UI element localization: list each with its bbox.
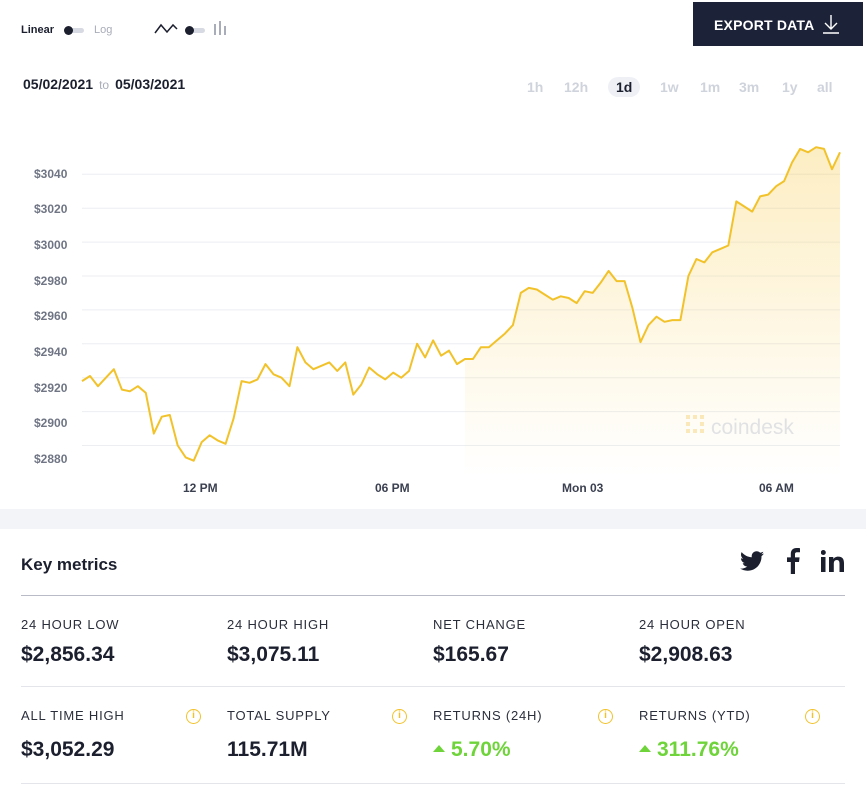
range-1d-button[interactable]: 1d bbox=[608, 77, 641, 97]
line-chart-icon[interactable] bbox=[154, 22, 178, 36]
candlestick-icon[interactable] bbox=[213, 21, 227, 36]
twitter-icon[interactable] bbox=[740, 550, 766, 572]
range-1m-button[interactable]: 1m bbox=[700, 79, 721, 95]
metric-net-change-label: NET CHANGE bbox=[433, 617, 526, 632]
info-icon[interactable]: i bbox=[186, 709, 201, 724]
metric-all-time-high-label: ALL TIME HIGH bbox=[21, 708, 125, 723]
price-chart: coindesk bbox=[81, 146, 841, 476]
row-divider bbox=[21, 686, 845, 687]
range-1h-button[interactable]: 1h bbox=[527, 79, 544, 95]
metric-24h-high-label: 24 HOUR HIGH bbox=[227, 617, 330, 632]
range-1y-button[interactable]: 1y bbox=[782, 79, 798, 95]
info-icon[interactable]: i bbox=[805, 709, 820, 724]
chart-type-toggle-knob[interactable] bbox=[185, 26, 194, 35]
facebook-icon[interactable] bbox=[786, 548, 800, 574]
metric-returns-ytd-label: RETURNS (YTD) bbox=[639, 708, 751, 723]
metric-returns-24h-label: RETURNS (24H) bbox=[433, 708, 543, 723]
y-tick-label: $2880 bbox=[34, 452, 68, 466]
y-tick-label: $2940 bbox=[34, 345, 68, 359]
x-tick-label: 12 PM bbox=[183, 481, 218, 495]
key-metrics-title: Key metrics bbox=[21, 555, 118, 574]
scale-log-label[interactable]: Log bbox=[94, 24, 113, 36]
range-1w-button[interactable]: 1w bbox=[660, 79, 679, 95]
export-data-button[interactable]: EXPORT DATA bbox=[693, 2, 863, 46]
chart-type-toggle[interactable] bbox=[186, 28, 205, 33]
metric-returns-ytd-value: 311.76% bbox=[657, 738, 739, 761]
date-to-word: to bbox=[99, 78, 110, 92]
scale-toggle-knob[interactable] bbox=[64, 26, 73, 35]
y-tick-label: $2960 bbox=[34, 309, 68, 323]
y-tick-label: $2980 bbox=[34, 274, 68, 288]
y-tick-label: $2920 bbox=[34, 381, 68, 395]
key-metrics-panel bbox=[0, 529, 866, 785]
date-range: 05/02/2021 to 05/03/2021 bbox=[23, 76, 185, 92]
metric-net-change-value: $165.67 bbox=[433, 643, 509, 666]
metric-returns-ytd: 311.76% bbox=[639, 738, 739, 762]
metric-24h-high-value: $3,075.11 bbox=[227, 643, 320, 666]
metric-returns-24h-value: 5.70% bbox=[451, 738, 511, 761]
y-tick-label: $3020 bbox=[34, 202, 68, 216]
y-tick-label: $2900 bbox=[34, 416, 68, 430]
metric-returns-24h: 5.70% bbox=[433, 738, 511, 762]
download-icon bbox=[823, 15, 839, 34]
info-icon[interactable]: i bbox=[392, 709, 407, 724]
row-divider bbox=[21, 783, 845, 784]
export-data-label: EXPORT DATA bbox=[714, 17, 815, 33]
y-tick-label: $3000 bbox=[34, 238, 68, 252]
chart-panel: Linear Log EXPORT DATA 05/02/2021 to 05/03… bbox=[0, 0, 866, 509]
y-tick-label: $3040 bbox=[34, 167, 68, 181]
x-tick-label: 06 AM bbox=[759, 481, 794, 495]
price-line bbox=[81, 146, 841, 462]
info-icon[interactable]: i bbox=[598, 709, 613, 724]
metric-total-supply-label: TOTAL SUPPLY bbox=[227, 708, 331, 723]
metric-24h-open-value: $2,908.63 bbox=[639, 643, 733, 666]
up-arrow-icon bbox=[433, 744, 445, 752]
date-from: 05/02/2021 bbox=[23, 76, 94, 92]
x-tick-label: 06 PM bbox=[375, 481, 410, 495]
area-fill bbox=[465, 147, 840, 476]
up-arrow-icon bbox=[639, 744, 651, 752]
x-tick-label: Mon 03 bbox=[562, 481, 604, 495]
metric-24h-open-label: 24 HOUR OPEN bbox=[639, 617, 746, 632]
scale-toggle[interactable] bbox=[65, 28, 84, 33]
metric-24h-low-value: $2,856.34 bbox=[21, 643, 115, 666]
range-3m-button[interactable]: 3m bbox=[739, 79, 760, 95]
metric-all-time-high-value: $3,052.29 bbox=[21, 738, 115, 761]
metric-24h-low-label: 24 HOUR LOW bbox=[21, 617, 120, 632]
metric-total-supply-value: 115.71M bbox=[227, 738, 308, 761]
key-metrics-divider bbox=[21, 595, 845, 596]
linkedin-icon[interactable] bbox=[821, 550, 845, 572]
range-12h-button[interactable]: 12h bbox=[564, 79, 589, 95]
range-all-button[interactable]: all bbox=[817, 79, 833, 95]
date-to: 05/03/2021 bbox=[115, 76, 186, 92]
coindesk-logo: coindesk bbox=[686, 415, 794, 439]
scale-linear-label[interactable]: Linear bbox=[21, 24, 55, 36]
watermark-text: coindesk bbox=[711, 416, 794, 439]
